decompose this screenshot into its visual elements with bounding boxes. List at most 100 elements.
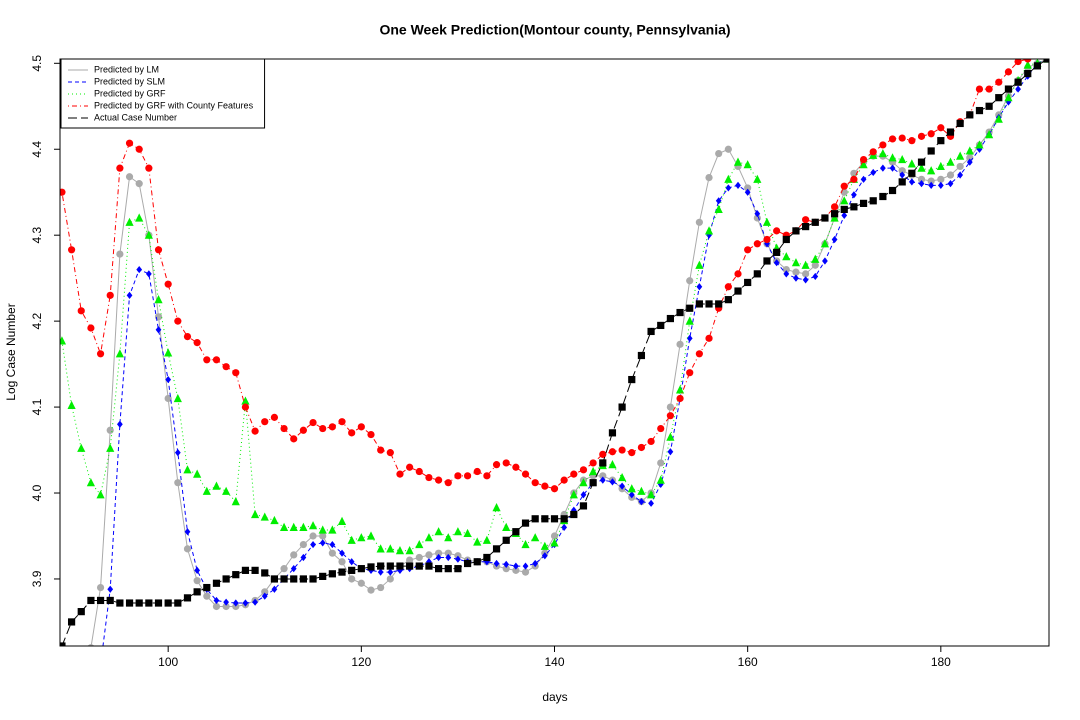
marker <box>666 403 674 411</box>
marker <box>946 128 955 136</box>
plot-area <box>60 59 1049 646</box>
marker <box>483 553 491 562</box>
marker <box>618 446 626 454</box>
marker <box>666 432 675 441</box>
marker <box>396 562 404 570</box>
marker <box>406 556 414 564</box>
marker <box>541 482 549 490</box>
marker <box>473 558 481 566</box>
marker <box>492 545 501 553</box>
marker <box>870 168 877 177</box>
marker <box>889 164 896 172</box>
marker <box>801 260 810 269</box>
marker <box>348 429 356 437</box>
marker <box>744 278 752 287</box>
marker <box>734 270 742 278</box>
marker <box>125 217 134 226</box>
marker <box>348 575 356 583</box>
marker <box>173 393 182 403</box>
marker <box>300 553 307 562</box>
marker <box>299 540 307 549</box>
marker <box>647 327 655 336</box>
marker <box>154 295 163 304</box>
marker <box>347 535 356 544</box>
marker <box>550 515 559 523</box>
marker <box>126 291 133 299</box>
marker <box>309 532 317 540</box>
marker <box>570 506 577 514</box>
marker <box>744 188 751 196</box>
x-tick-label: 120 <box>351 655 371 669</box>
marker <box>174 599 182 607</box>
marker <box>319 424 327 433</box>
y-tick-label: 4.4 <box>30 141 44 158</box>
marker <box>956 162 964 171</box>
legend-label: Predicted by GRF <box>94 88 166 98</box>
marker <box>569 490 578 499</box>
x-tick-label: 180 <box>931 655 951 669</box>
marker <box>222 486 231 495</box>
marker <box>812 272 819 281</box>
marker <box>280 424 288 433</box>
marker <box>957 171 964 179</box>
marker <box>841 211 848 220</box>
marker <box>473 537 482 546</box>
marker <box>879 141 887 149</box>
y-tick-label: 4.2 <box>30 312 44 329</box>
marker <box>704 226 714 235</box>
marker <box>647 437 655 446</box>
marker <box>773 259 780 267</box>
marker <box>966 111 974 119</box>
marker <box>648 499 654 507</box>
marker <box>735 181 741 189</box>
marker <box>656 475 665 484</box>
marker <box>521 568 530 576</box>
marker <box>878 148 887 158</box>
marker <box>493 559 500 568</box>
marker <box>898 178 906 186</box>
marker <box>898 167 906 175</box>
marker <box>937 124 945 132</box>
marker <box>290 565 297 573</box>
marker <box>879 192 887 201</box>
marker <box>502 565 510 573</box>
marker <box>724 296 732 304</box>
marker <box>762 217 772 226</box>
marker <box>454 472 462 480</box>
marker <box>628 491 635 499</box>
marker <box>1043 59 1049 63</box>
marker <box>193 577 201 585</box>
marker <box>888 153 897 162</box>
marker <box>367 586 375 594</box>
marker <box>67 400 76 409</box>
marker <box>975 140 984 149</box>
marker <box>396 470 404 478</box>
marker <box>1033 62 1042 70</box>
marker <box>96 490 105 499</box>
marker <box>657 321 665 330</box>
marker <box>860 175 867 183</box>
marker <box>415 553 423 562</box>
marker <box>386 575 394 583</box>
marker <box>164 280 172 288</box>
y-tick-label: 4.0 <box>30 484 44 501</box>
marker <box>406 463 414 471</box>
marker <box>232 599 239 607</box>
marker <box>483 472 491 480</box>
marker <box>908 178 915 186</box>
y-tick-label: 4.3 <box>30 227 44 244</box>
marker <box>116 164 124 172</box>
marker <box>387 568 394 576</box>
marker <box>975 106 984 115</box>
marker <box>898 154 907 164</box>
marker <box>947 180 954 188</box>
marker <box>270 515 279 525</box>
marker <box>377 446 385 454</box>
marker <box>242 599 249 607</box>
marker <box>377 568 384 576</box>
marker <box>154 599 163 607</box>
y-axis-label: Log Case Number <box>4 303 18 400</box>
marker <box>850 203 858 211</box>
marker <box>299 575 307 583</box>
marker <box>165 375 172 384</box>
